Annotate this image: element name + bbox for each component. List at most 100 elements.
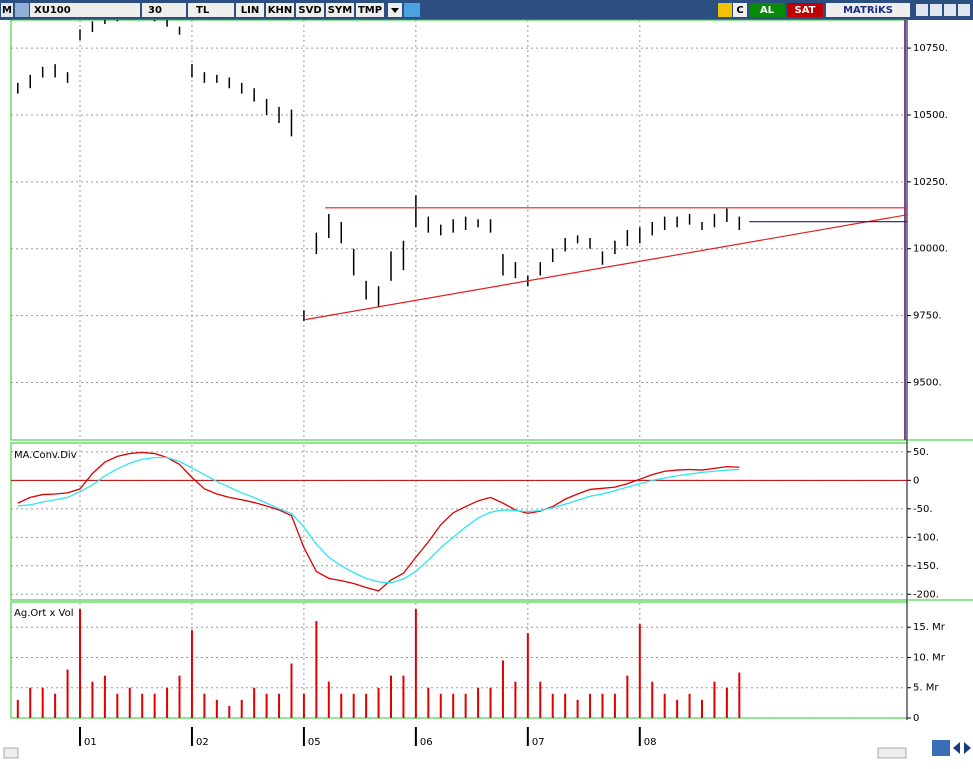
y-tick-label: 5. Mr <box>913 683 939 694</box>
currency-box[interactable] <box>188 3 234 17</box>
toolbar-button-label[interactable]: KHN <box>268 5 293 16</box>
currency[interactable]: TL <box>196 5 210 16</box>
volume-bar <box>539 681 542 718</box>
volume-bar <box>166 687 169 718</box>
volume-bar <box>676 699 679 718</box>
brand: MATRiKS <box>843 5 893 16</box>
volume-bar <box>626 675 629 718</box>
y-tick-label: 10250. <box>913 177 948 188</box>
y-tick-label: 15. Mr <box>913 622 946 633</box>
y-tick-label: 0 <box>913 713 919 724</box>
flash-icon[interactable] <box>718 3 732 17</box>
toolbar-button-label[interactable]: LIN <box>241 5 259 16</box>
toolbar-button-label[interactable]: SYM <box>328 5 352 16</box>
icon <box>15 3 29 17</box>
volume-bar <box>203 693 206 718</box>
y-tick-label: -150. <box>913 561 939 572</box>
x-tick-label: 06 <box>420 737 433 748</box>
c-button[interactable]: C <box>736 5 743 16</box>
volume-bar <box>340 693 343 718</box>
refresh-button[interactable] <box>932 740 950 756</box>
volume-bar <box>290 663 293 718</box>
window-button[interactable] <box>930 4 942 16</box>
volume-bar <box>79 609 81 718</box>
volume-bar <box>352 693 355 718</box>
toolbar-buttons: LIN KHN SVD SYM TMP <box>236 3 384 17</box>
volume-bar <box>116 693 119 718</box>
y-tick-label: -50. <box>913 504 933 515</box>
volume-bar <box>489 687 492 718</box>
volume-bar <box>501 660 504 718</box>
share-icon[interactable] <box>404 3 420 17</box>
y-tick-label: 0 <box>913 475 919 486</box>
x-tick-label: 02 <box>196 737 209 748</box>
volume-bar <box>601 693 604 718</box>
volume-bar <box>427 687 430 718</box>
y-tick-label: 50. <box>913 447 929 458</box>
scroll-right[interactable] <box>877 747 907 759</box>
panel <box>11 20 907 440</box>
volume-bar <box>439 693 442 718</box>
symbol[interactable]: XU100 <box>34 5 71 16</box>
toolbar-button[interactable] <box>326 3 354 17</box>
volume-bar <box>365 693 368 718</box>
y-tick-label: 10500. <box>913 110 948 121</box>
y-tick-label: 9750. <box>913 311 942 322</box>
logo: M <box>2 5 12 16</box>
toolbar-button[interactable] <box>296 3 324 17</box>
buy-button[interactable]: AL <box>760 5 775 16</box>
volume-bar <box>701 699 703 718</box>
volume-bar <box>66 669 69 718</box>
volume-bar <box>613 693 616 718</box>
toolbar-button[interactable] <box>236 3 264 17</box>
toolbar-button-label[interactable]: SVD <box>298 5 321 16</box>
volume-bar <box>327 681 330 718</box>
x-tick-label: 07 <box>532 737 545 748</box>
y-tick-label: 10. Mr <box>913 652 946 663</box>
dropdown-arrow <box>391 8 399 13</box>
volume-bar <box>253 687 256 718</box>
volume-bar <box>477 687 480 718</box>
toolbar-button[interactable] <box>266 3 294 17</box>
volume-bar <box>141 693 144 718</box>
volume-bar <box>278 693 281 718</box>
window-button[interactable] <box>944 4 956 16</box>
window-button[interactable] <box>916 4 928 16</box>
toolbar-button-label[interactable]: TMP <box>358 5 382 16</box>
volume-bar <box>452 693 455 718</box>
sell-button[interactable]: SAT <box>795 5 816 16</box>
y-tick-label: 9500. <box>913 377 942 388</box>
x-tick-label: 01 <box>84 737 97 748</box>
volume-bar <box>153 693 156 718</box>
y-tick-label: 10750. <box>913 43 948 54</box>
nav-arrows[interactable] <box>953 742 971 754</box>
toolbar-button[interactable] <box>356 3 384 17</box>
volume-bar <box>390 675 392 718</box>
volume-bar <box>663 693 666 718</box>
buy-box[interactable] <box>749 3 785 17</box>
window-button[interactable] <box>958 4 970 16</box>
volume-bar <box>464 693 467 718</box>
symbol-box[interactable] <box>30 3 140 17</box>
period[interactable]: 30 <box>148 5 162 16</box>
toolbar: M XU100 30 TL LIN KHN SVD SYM TMP C AL SAT M… <box>0 0 973 20</box>
scroll-left[interactable] <box>3 747 19 759</box>
volume-bar <box>16 699 19 718</box>
panel-title: MA.Conv.Div <box>14 450 77 461</box>
volume-bar <box>128 687 131 718</box>
volume-bar <box>576 699 579 718</box>
volume-bar <box>526 633 529 718</box>
volume-bar <box>638 624 641 718</box>
period-box[interactable] <box>142 3 186 17</box>
volume-bar <box>228 705 231 718</box>
volume-bar <box>725 687 728 718</box>
volume-bar <box>103 675 106 718</box>
y-tick-label: 10000. <box>913 244 948 255</box>
sell-box[interactable] <box>787 3 823 17</box>
volume-bar <box>551 693 554 718</box>
y-tick-label: -100. <box>913 532 939 543</box>
volume-bar <box>265 693 268 718</box>
c-box[interactable] <box>733 3 747 17</box>
